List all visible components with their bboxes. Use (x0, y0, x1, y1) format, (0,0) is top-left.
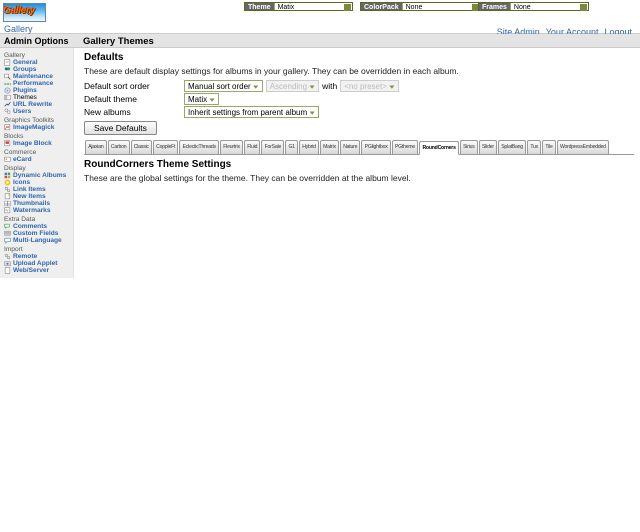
svg-text:>>>: >>> (4, 81, 11, 86)
